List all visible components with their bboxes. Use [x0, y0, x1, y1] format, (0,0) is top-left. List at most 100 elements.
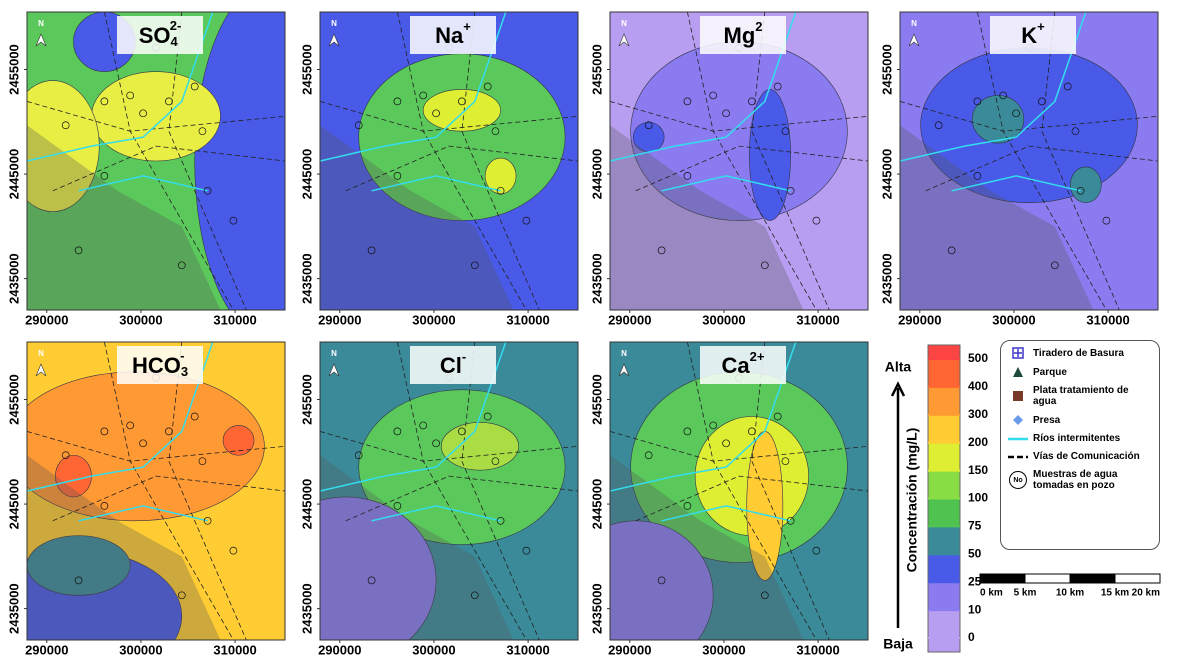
colorbar-tick-label: 75: [968, 519, 982, 533]
map-panel: [0, 342, 285, 657]
colorbar-band: [928, 387, 960, 415]
x-tick-label: 290000: [608, 642, 651, 657]
legend-label: Plata tratamiento de agua: [1033, 385, 1153, 407]
scale-bar-label: 15 km: [1101, 588, 1129, 599]
title-base: K: [1021, 23, 1037, 48]
colorbar-tick-label: 10: [968, 602, 982, 616]
x-tick-label: 290000: [25, 642, 68, 657]
x-tick-label: 310000: [796, 312, 839, 327]
legend-label: Parque: [1033, 367, 1067, 378]
colorbar-band: [928, 415, 960, 443]
y-tick-label: 2445000: [6, 149, 21, 200]
colorbar-band: [928, 499, 960, 527]
colorbar-band: [928, 582, 960, 610]
north-label: N: [38, 349, 44, 358]
scale-bar-label: 20 km: [1132, 588, 1160, 599]
concentration-zone: [441, 422, 518, 470]
title-base: Na: [435, 23, 464, 48]
colorbar-band: [928, 345, 960, 359]
title-sup: 2+: [750, 349, 765, 364]
x-tick-label: 310000: [213, 642, 256, 657]
panel-title: HCO3-: [132, 348, 188, 379]
x-tick-label: 310000: [213, 312, 256, 327]
title-sup: +: [463, 19, 471, 34]
y-tick-label: 2445000: [6, 479, 21, 530]
x-tick-label: 290000: [898, 312, 941, 327]
x-tick-label: 290000: [25, 312, 68, 327]
scale-bar-label: 10 km: [1056, 588, 1084, 599]
colorbar-tick-label: 400: [968, 379, 988, 393]
title-base: Cl: [440, 353, 462, 378]
x-tick-label: 300000: [119, 642, 162, 657]
north-label: N: [331, 349, 337, 358]
legend-label: Ríos intermitentes: [1033, 433, 1120, 444]
colorbar-axis-label: Concentración (mg/L): [904, 428, 920, 573]
legend-label: Tiradero de Basura: [1033, 348, 1124, 359]
legend-item: Vías de Comunicación: [1007, 451, 1153, 462]
north-label: N: [621, 349, 627, 358]
concentration-zone: [972, 95, 1024, 143]
colorbar-band: [928, 443, 960, 471]
legend-item: Tiradero de Basura: [1007, 347, 1153, 359]
north-label: N: [911, 19, 917, 28]
x-tick-label: 300000: [702, 642, 745, 657]
legend-label: Muestras de agua tomadas en pozo: [1033, 469, 1153, 491]
scale-bar-label: 0 km: [980, 588, 1003, 599]
y-tick-label: 2435000: [299, 583, 314, 634]
colorbar-band: [928, 526, 960, 554]
scale-bar-segment: [1025, 574, 1070, 583]
colorbar-band: [928, 471, 960, 499]
colorbar-tick-label: 150: [968, 463, 988, 477]
scale-bar-segment: [1115, 574, 1160, 583]
title-sup: +: [1037, 19, 1045, 34]
title-sub: 4: [171, 34, 179, 49]
colorbar-tick-label: 500: [968, 351, 988, 365]
concentration-zone: [1070, 167, 1101, 203]
y-tick-label: 2445000: [299, 149, 314, 200]
x-tick-label: 290000: [318, 312, 361, 327]
y-tick-label: 2445000: [589, 479, 604, 530]
colorbar-tick-label: 50: [968, 546, 982, 560]
title-sub: 3: [181, 364, 188, 379]
concentration-zone: [92, 72, 221, 161]
y-tick-label: 2435000: [589, 253, 604, 304]
y-tick-label: 2445000: [589, 149, 604, 200]
legend-symbol-text: No: [1009, 471, 1027, 489]
figure: N SO42- 290000 300000 310000 2435000 2445000 24…: [0, 0, 1177, 657]
y-tick-label: 2435000: [6, 253, 21, 304]
colorbar-tick-label: 0: [968, 630, 975, 644]
title-base: HCO: [132, 353, 181, 378]
map-panel: [900, 12, 1158, 310]
title-sup: -: [462, 349, 466, 364]
x-tick-label: 310000: [506, 642, 549, 657]
y-tick-label: 2435000: [6, 583, 21, 634]
legend-item: No Muestras de agua tomadas en pozo: [1007, 469, 1153, 491]
y-tick-label: 2455000: [589, 374, 604, 425]
legend-item: Plata tratamiento de agua: [1007, 385, 1153, 407]
colorbar-tick-label: 200: [968, 435, 988, 449]
y-tick-label: 2435000: [589, 583, 604, 634]
y-tick-label: 2435000: [879, 253, 894, 304]
x-tick-label: 300000: [992, 312, 1035, 327]
map-panel: [610, 12, 868, 310]
colorbar-high-label: Alta: [885, 359, 912, 375]
y-tick-label: 2455000: [299, 44, 314, 95]
title-base: SO: [139, 23, 171, 48]
x-tick-label: 310000: [796, 642, 839, 657]
x-tick-label: 290000: [608, 312, 651, 327]
map-panel: [558, 342, 868, 657]
y-tick-label: 2455000: [879, 44, 894, 95]
title-sup: 2-: [170, 18, 182, 33]
y-tick-label: 2445000: [879, 149, 894, 200]
legend-item: Ríos intermitentes: [1007, 433, 1153, 444]
panel-title: SO42-: [139, 18, 182, 49]
page: N SO42- 290000 300000 310000 2435000 2445000 24…: [0, 0, 1177, 657]
x-tick-label: 300000: [119, 312, 162, 327]
north-label: N: [621, 19, 627, 28]
x-tick-label: 300000: [412, 642, 455, 657]
y-tick-label: 2455000: [6, 44, 21, 95]
x-tick-label: 300000: [702, 312, 745, 327]
north-label: N: [38, 19, 44, 28]
colorbar-arrow: [892, 384, 904, 628]
colorbar-tick-label: 100: [968, 491, 988, 505]
